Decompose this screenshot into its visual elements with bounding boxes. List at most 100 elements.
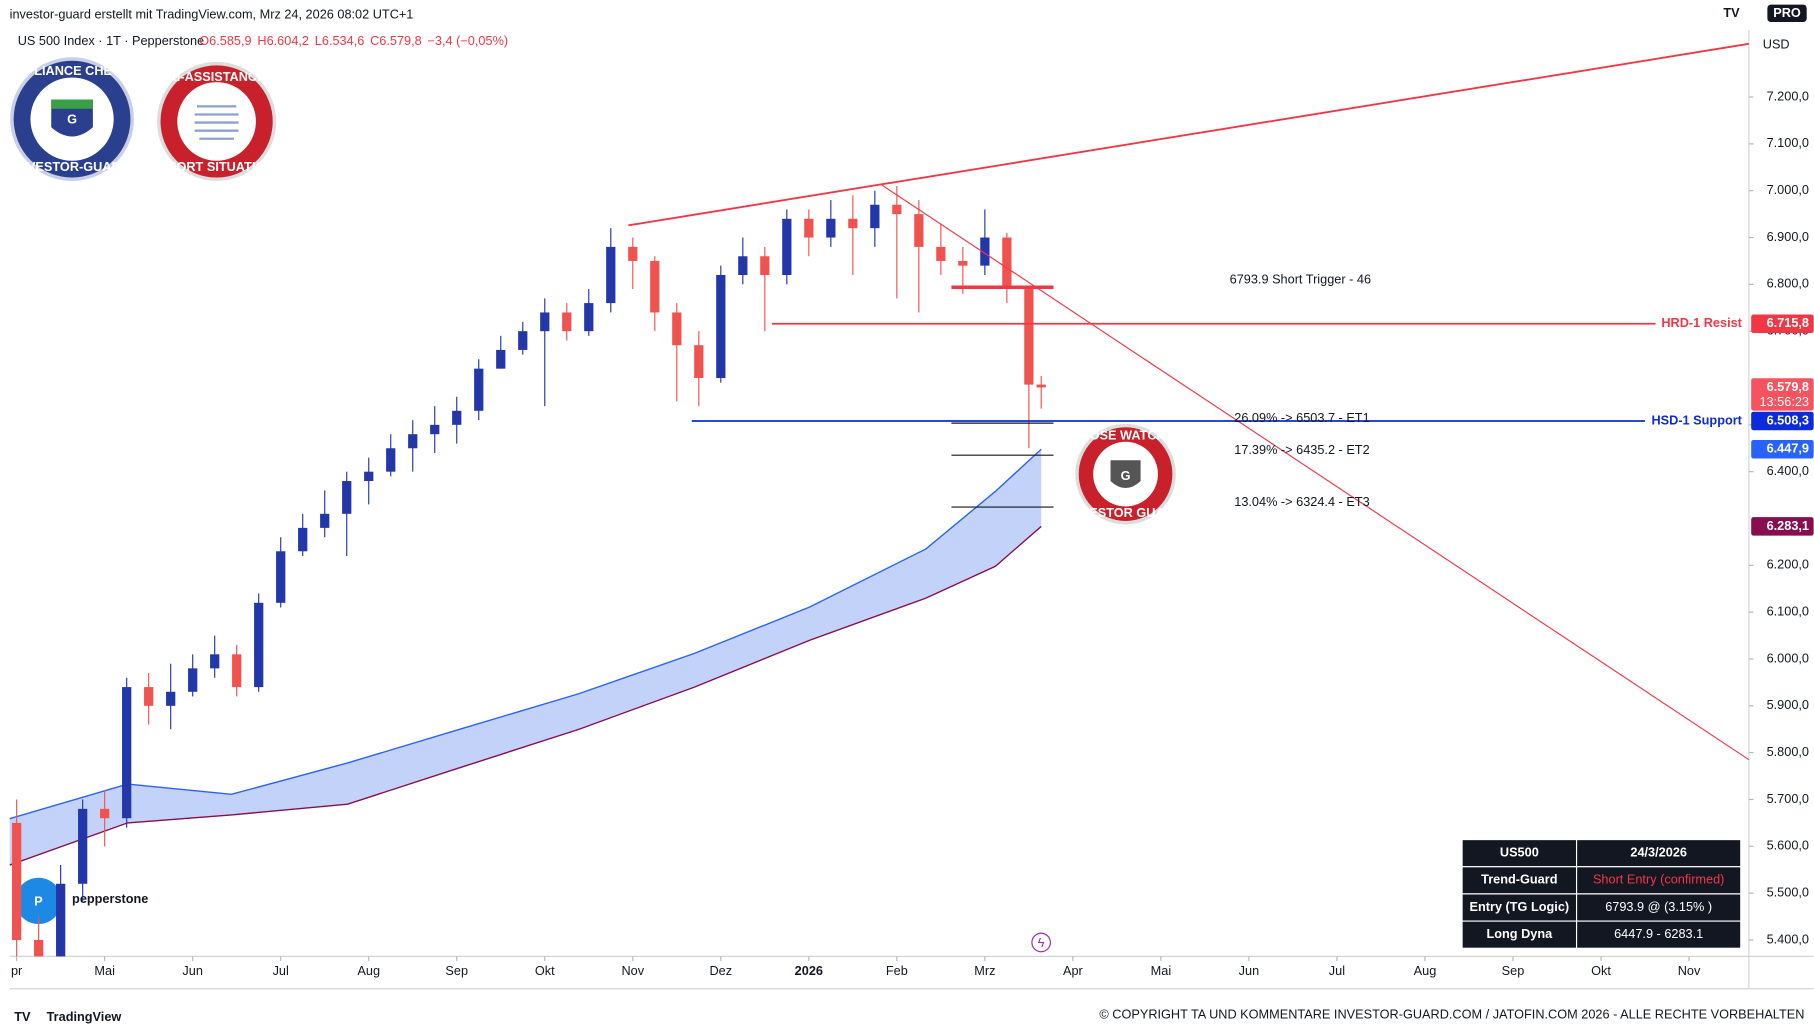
price-tag-label: 6.715,8 bbox=[1767, 315, 1809, 330]
svg-text:ϟ: ϟ bbox=[1038, 935, 1045, 950]
y-tick-label: 5.600,0 bbox=[1767, 838, 1809, 853]
badge-text: COMPLIANCE CHECKED bbox=[0, 63, 148, 78]
trendline bbox=[881, 184, 1749, 761]
y-tick-label: 7.100,0 bbox=[1767, 135, 1809, 150]
ohlc-value: H6.604,2 bbox=[257, 33, 309, 48]
candle-body bbox=[694, 345, 704, 379]
badge-text: CLOSE WATCH!!! bbox=[1073, 427, 1179, 442]
y-tick-label: 5.900,0 bbox=[1767, 697, 1809, 712]
candle-body bbox=[914, 214, 924, 247]
candle-body bbox=[870, 204, 880, 229]
x-tick-label: Nov bbox=[621, 963, 644, 978]
candle-body bbox=[122, 687, 132, 819]
candle-body bbox=[474, 368, 484, 411]
y-tick-label: 5.800,0 bbox=[1767, 744, 1809, 759]
svg-text:G: G bbox=[1121, 468, 1131, 483]
x-tick-label: 2026 bbox=[795, 963, 823, 978]
x-tick-label: Apr bbox=[1063, 963, 1084, 978]
plot bbox=[9, 42, 1749, 957]
candle-body bbox=[826, 218, 836, 238]
candle-body bbox=[1036, 384, 1046, 388]
price-tag bbox=[1751, 314, 1814, 334]
candle-body bbox=[188, 668, 198, 692]
badge-text: SHORT SITUATION bbox=[159, 159, 275, 174]
table-text: 6447.9 - 6283.1 bbox=[1614, 926, 1703, 941]
candle-body bbox=[430, 424, 440, 435]
candle-body bbox=[408, 434, 418, 449]
candle-body bbox=[848, 218, 858, 229]
x-tick-label: Jul bbox=[273, 963, 289, 978]
table-cell bbox=[1575, 866, 1742, 895]
candle-body bbox=[1024, 289, 1034, 385]
price-tag-label: 6.447,9 bbox=[1767, 441, 1809, 456]
candle-body bbox=[276, 551, 286, 603]
x-tick-label: Mai bbox=[1151, 963, 1172, 978]
band-lower bbox=[9, 525, 1042, 866]
level-label: HRD-1 Resist bbox=[1661, 315, 1742, 330]
x-tick-label: Jun bbox=[182, 963, 203, 978]
copyright: © COPYRIGHT TA UND KOMMENTARE INVESTOR-G… bbox=[1099, 1007, 1804, 1022]
x-tick-label: Mai bbox=[94, 963, 115, 978]
table-text: Short Entry (confirmed) bbox=[1593, 872, 1724, 887]
candle-body bbox=[892, 204, 902, 215]
x-tick-label: Okt bbox=[535, 963, 555, 978]
y-tick-label: 7.200,0 bbox=[1767, 88, 1809, 103]
candle-body bbox=[144, 687, 154, 706]
candle-body bbox=[716, 274, 726, 379]
table-text: Long Dyna bbox=[1486, 926, 1553, 941]
svg-text:P: P bbox=[34, 893, 43, 908]
ohlc-value: C6.579,8 bbox=[370, 33, 422, 48]
ki-badge: KI-ASSISTANCE SHORT SITUATION bbox=[157, 61, 277, 181]
symbol-name: US 500 Index · 1T · Pepperstone bbox=[18, 33, 204, 48]
candle-body bbox=[672, 312, 682, 346]
currency: USD bbox=[1763, 36, 1790, 51]
pro-text: PRO bbox=[1773, 5, 1801, 20]
badge-text: INVESTOR GUARD bbox=[1068, 505, 1183, 520]
candle-body bbox=[364, 471, 374, 482]
x-tick-label: Aug bbox=[357, 963, 380, 978]
candle-body bbox=[958, 260, 968, 266]
price-tag-label: 6.579,8 bbox=[1767, 379, 1809, 394]
table-text: Trend-Guard bbox=[1481, 872, 1557, 887]
candle-body bbox=[584, 303, 594, 332]
price-tag-label: 6.508,3 bbox=[1767, 412, 1809, 427]
footer: TV TradingView © COPYRIGHT TA UND KOMMEN… bbox=[14, 1007, 1804, 1024]
tv-logo-mark: TV bbox=[14, 1009, 31, 1024]
candle-body bbox=[78, 808, 88, 884]
candle-body bbox=[386, 448, 396, 472]
candle-body bbox=[452, 410, 462, 425]
x-tick-label: Sep bbox=[445, 963, 468, 978]
candle-body bbox=[100, 808, 110, 819]
candle-body bbox=[496, 349, 506, 369]
x-tick-label: Jul bbox=[1329, 963, 1345, 978]
candle-body bbox=[320, 513, 330, 528]
candle-body bbox=[56, 883, 66, 957]
candle-body bbox=[1002, 237, 1012, 290]
table-text: Entry (TG Logic) bbox=[1470, 899, 1570, 914]
candle-body bbox=[804, 218, 814, 238]
compliance-badge: G COMPLIANCE CHECKED INVESTOR-GUARD bbox=[0, 57, 148, 181]
pro-badge bbox=[1767, 4, 1807, 22]
candle-body bbox=[936, 246, 946, 261]
x-tick-label: Jun bbox=[1239, 963, 1260, 978]
table-text: 24/3/2026 bbox=[1630, 845, 1687, 860]
candle-body bbox=[628, 246, 638, 261]
candle-body bbox=[210, 654, 220, 669]
candle-body bbox=[650, 260, 660, 313]
badge-text: KI-ASSISTANCE bbox=[168, 69, 266, 84]
header-caption: investor-guard erstellt mit TradingView.… bbox=[10, 6, 414, 21]
y-tick-label: 6.000,0 bbox=[1767, 650, 1809, 665]
x-tick-label: Aug bbox=[1414, 963, 1437, 978]
y-tick-label: 6.800,0 bbox=[1767, 276, 1809, 291]
band-upper bbox=[9, 448, 1042, 820]
event-icon[interactable]: ϟ bbox=[1031, 932, 1051, 953]
broker-logo: P pepperstone bbox=[15, 877, 148, 924]
short-trigger-label: 6793.9 Short Trigger - 46 bbox=[1230, 272, 1371, 287]
candle-body bbox=[518, 331, 528, 350]
target-label: 13.04% -> 6324.4 - ET3 bbox=[1234, 494, 1369, 509]
tv-mark: TV bbox=[1723, 5, 1740, 20]
target-label: 17.39% -> 6435.2 - ET2 bbox=[1234, 442, 1369, 457]
x-tick-label: Dez bbox=[709, 963, 732, 978]
price-tag bbox=[1751, 378, 1814, 411]
badge-text: INVESTOR-GUARD bbox=[14, 159, 130, 174]
